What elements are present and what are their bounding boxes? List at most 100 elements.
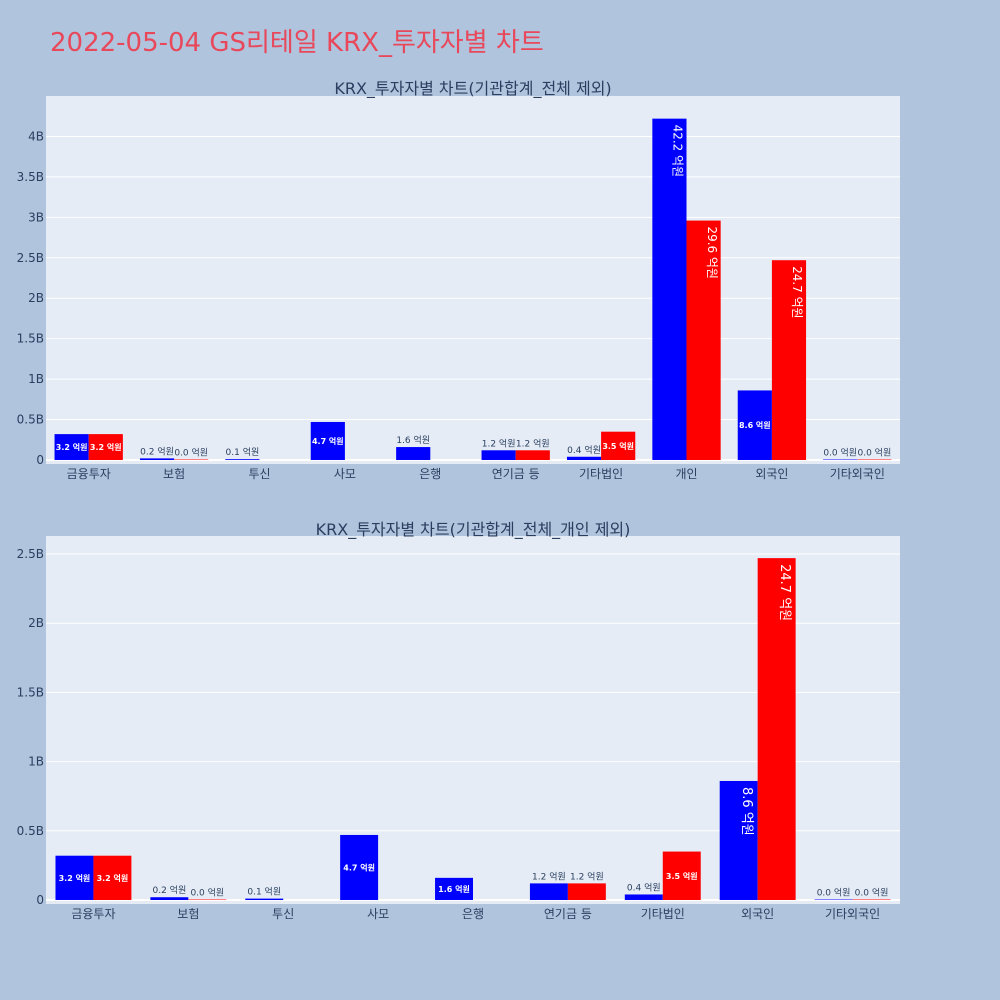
data-label: 8.6 억원 <box>739 787 754 836</box>
bar <box>719 780 758 900</box>
data-label: 4.7 억원 <box>343 862 375 872</box>
y-tick-label: 2.5B <box>17 251 44 265</box>
bar <box>567 883 606 900</box>
data-label: 8.6 억원 <box>739 420 771 430</box>
x-tick-label: 개인 <box>675 467 697 481</box>
x-tick-label: 사모 <box>334 467 356 481</box>
bar <box>174 459 209 460</box>
x-tick-label: 보험 <box>177 907 199 921</box>
bar <box>566 456 602 460</box>
x-tick-label: 기타법인 <box>579 467 623 481</box>
bar <box>435 877 473 900</box>
bar <box>88 434 123 460</box>
data-label: 0.2 억원 <box>152 884 186 896</box>
bar <box>515 450 550 460</box>
bar <box>652 118 687 460</box>
x-tick-label: 투신 <box>248 467 270 481</box>
y-tick-label: 0 <box>36 453 44 467</box>
data-label: 0.0 억원 <box>190 887 224 899</box>
data-label: 1.2 억원 <box>516 437 550 449</box>
data-label: 0.0 억원 <box>855 887 889 899</box>
data-label: 0.4 억원 <box>567 444 601 456</box>
y-tick-label: 2B <box>28 291 44 305</box>
bar <box>624 894 663 900</box>
bar <box>737 390 772 460</box>
data-label: 1.2 억원 <box>532 870 566 882</box>
data-label: 4.7 억원 <box>312 436 344 446</box>
x-tick-label: 은행 <box>462 906 484 921</box>
data-label: 3.5 억원 <box>666 871 698 881</box>
data-label: 1.6 억원 <box>438 884 470 894</box>
x-tick-label: 외국인 <box>741 907 774 921</box>
chart-title: KRX_투자자별 차트(기관합계_전체_개인 제외) <box>316 520 631 540</box>
data-label: 24.7 억원 <box>790 266 804 318</box>
bar <box>340 834 379 900</box>
data-label: 1.6 억원 <box>396 434 430 446</box>
bar <box>857 459 892 460</box>
y-tick-label: 1.5B <box>17 332 44 346</box>
x-tick-label: 은행 <box>419 466 441 481</box>
bar <box>529 883 568 900</box>
bar <box>481 450 516 460</box>
bar <box>823 459 858 460</box>
page-title: 2022-05-04 GS리테일 KRX_투자자별 차트 <box>50 28 544 58</box>
x-tick-label: 사모 <box>367 907 389 921</box>
bar <box>662 851 701 900</box>
data-label: 29.6 억원 <box>705 227 719 279</box>
y-tick-label: 1B <box>28 755 44 769</box>
data-label: 3.2 억원 <box>56 442 88 452</box>
data-label: 3.2 억원 <box>59 873 91 883</box>
data-label: 1.2 억원 <box>482 437 516 449</box>
x-tick-label: 금융투자 <box>67 467 111 481</box>
y-tick-label: 2.5B <box>17 547 44 561</box>
bar <box>55 855 94 900</box>
bar <box>150 897 189 900</box>
data-label: 3.2 억원 <box>90 442 122 452</box>
bar <box>852 899 891 900</box>
y-tick-label: 3.5B <box>17 170 44 184</box>
bar <box>310 421 345 460</box>
y-tick-label: 4B <box>28 129 44 143</box>
x-tick-label: 외국인 <box>755 467 788 481</box>
y-tick-label: 0 <box>36 893 44 907</box>
bar <box>771 260 807 460</box>
data-label: 0.4 억원 <box>627 881 661 893</box>
bar <box>601 431 636 460</box>
bar <box>396 447 431 460</box>
data-label: 24.7 억원 <box>777 564 792 621</box>
chart-panel-2: 0 0.5B 1B 1.5B 2B 2.5B KRX_투자자별 차트(기관합계_전체_개인 … <box>17 520 900 921</box>
x-tick-label: 연기금 등 <box>544 907 592 921</box>
data-label: 0.0 억원 <box>174 447 208 459</box>
x-tick-label: 연기금 등 <box>492 467 540 481</box>
data-label: 0.1 억원 <box>247 886 281 898</box>
y-tick-label: 1.5B <box>17 685 44 699</box>
data-label: 0.0 억원 <box>817 887 851 899</box>
chart-title: KRX_투자자별 차트(기관합계_전체 제외) <box>334 79 611 99</box>
bar <box>225 459 260 460</box>
x-tick-label: 기타외국인 <box>825 907 880 921</box>
data-label: 3.5 억원 <box>602 441 634 451</box>
y-tick-label: 3B <box>28 210 44 224</box>
y-tick-label: 0.5B <box>17 413 44 427</box>
data-label: 0.1 억원 <box>226 446 260 458</box>
bar <box>188 899 227 900</box>
chart-panel-1: 0 0.5B 1B 1.5B 2B 2.5B 3B 3.5B 4B KRX_투자자별 차트(기관합… <box>17 79 900 481</box>
data-label: 42.2 억원 <box>671 125 685 177</box>
y-tick-label: 0.5B <box>17 824 44 838</box>
y-tick-label: 1B <box>28 372 44 386</box>
bar <box>686 220 721 460</box>
data-label: 1.2 억원 <box>570 870 604 882</box>
data-label: 3.2 억원 <box>97 873 129 883</box>
x-tick-label: 투신 <box>272 907 294 921</box>
data-label: 0.2 억원 <box>140 445 174 457</box>
x-tick-label: 보험 <box>163 467 185 481</box>
bar <box>93 855 132 900</box>
x-tick-label: 기타법인 <box>641 907 685 921</box>
data-label: 0.0 억원 <box>823 447 857 459</box>
data-label: 0.0 억원 <box>858 447 892 459</box>
bar <box>139 458 175 460</box>
bar <box>54 434 89 460</box>
bar <box>245 898 284 900</box>
bar <box>757 558 796 900</box>
